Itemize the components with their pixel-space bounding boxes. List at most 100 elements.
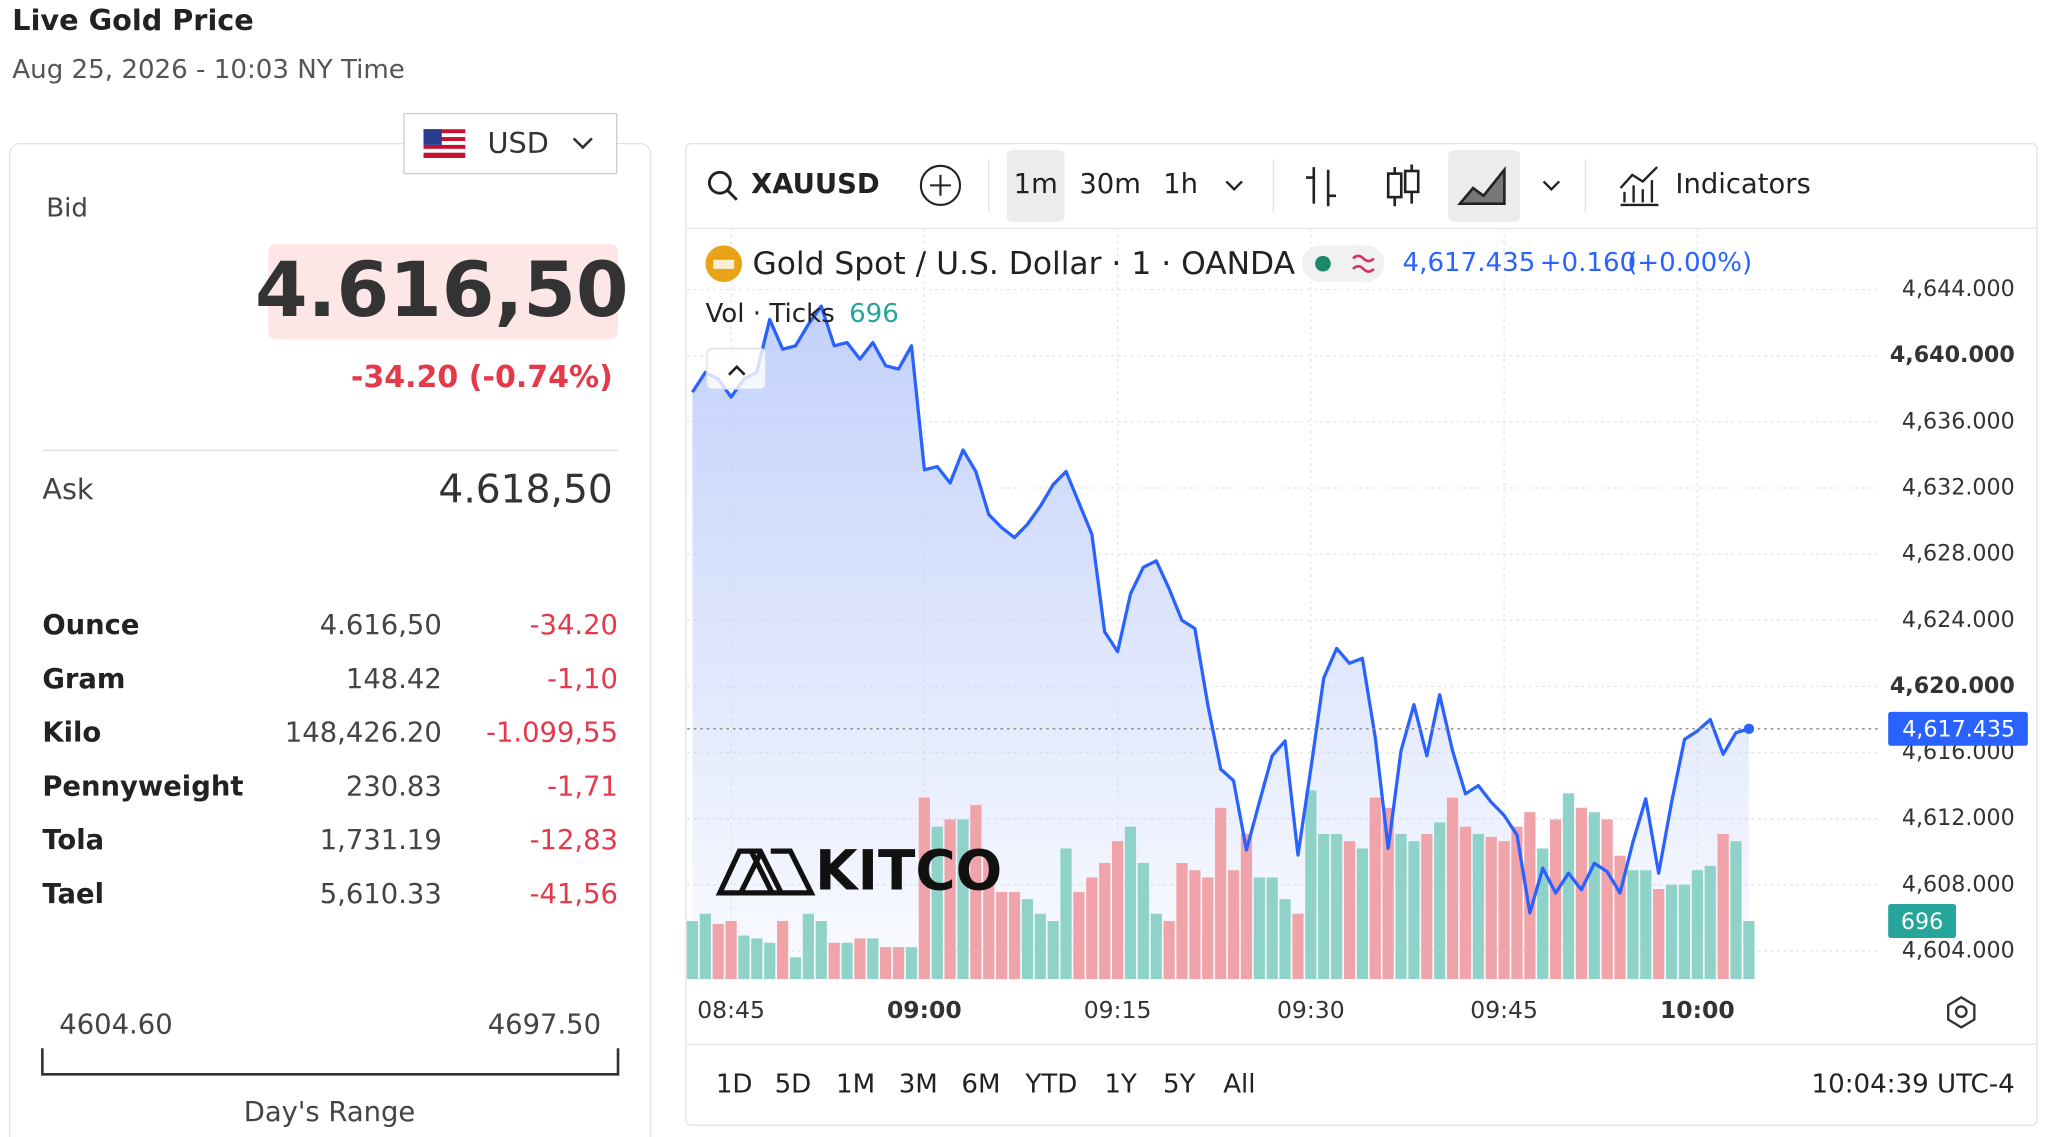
unit-name: Tael — [42, 879, 104, 910]
collapse-button[interactable] — [706, 347, 767, 390]
interval[interactable]: 1m — [1014, 169, 1058, 200]
range-label: Day's Range — [244, 1097, 416, 1128]
price-line — [687, 304, 1881, 915]
volume-bar — [1575, 807, 1588, 980]
area — [692, 306, 1749, 980]
indicators[interactable]: Indicators — [1675, 169, 1810, 200]
volume-bar — [1021, 899, 1034, 980]
range-button[interactable]: 3M — [899, 1069, 938, 1099]
shape — [919, 164, 962, 206]
bars-icon[interactable] — [1305, 167, 1336, 207]
volume-bar — [944, 819, 956, 980]
volume-bar — [1034, 913, 1046, 980]
volume-bar — [1562, 793, 1575, 980]
unit-change: -34.20 — [530, 610, 618, 641]
range-button[interactable]: 1M — [836, 1069, 875, 1099]
range-button[interactable]: 1D — [716, 1069, 753, 1099]
volume-bar — [1240, 833, 1253, 980]
symbol-logo — [713, 259, 735, 269]
volume-bar — [1343, 841, 1356, 980]
volume-bar — [789, 957, 802, 980]
indicators-icon[interactable] — [1619, 166, 1659, 207]
volume-bar — [1678, 884, 1691, 980]
range-button[interactable]: 5D — [775, 1069, 812, 1099]
volume-bar — [1717, 833, 1729, 980]
volume-bar — [764, 942, 776, 980]
volume-bar — [1395, 833, 1407, 980]
interval[interactable]: 1h — [1163, 169, 1198, 200]
flag-stripe — [423, 148, 466, 153]
volume-bar — [1137, 862, 1149, 980]
chevron[interactable] — [1225, 180, 1243, 191]
currency-select[interactable]: USD — [403, 112, 618, 175]
volume-label-box — [1888, 904, 1957, 938]
currency: USD — [487, 126, 548, 160]
legend-title: Gold Spot / U.S. Dollar · 1 · OANDA — [752, 246, 1295, 282]
ask-label: Ask — [42, 472, 94, 506]
status-pill — [1302, 245, 1385, 282]
x-tick-label: 10:00 — [1660, 996, 1735, 1024]
volume-bar — [828, 942, 840, 980]
settings-button[interactable] — [1947, 995, 1976, 1029]
volume-bar — [1485, 836, 1497, 980]
volume-bar — [1060, 848, 1072, 980]
range-button[interactable]: YTD — [1024, 1069, 1077, 1099]
volume-bar — [1704, 865, 1716, 980]
volume-legend-value: 696 — [849, 299, 899, 329]
unit-change: -1,10 — [547, 664, 618, 695]
volume-bar — [1150, 913, 1162, 980]
unit-name: Kilo — [42, 718, 101, 749]
volume-bar — [1446, 797, 1459, 980]
unit-price: 4.616,50 — [320, 610, 442, 641]
volume-bar — [970, 804, 982, 980]
unit-price: 5,610.33 — [320, 879, 442, 910]
chevron[interactable] — [1542, 180, 1561, 191]
symbol-search[interactable]: XAUUSD — [707, 169, 880, 201]
volume-bar — [1472, 833, 1484, 980]
volume-bar — [905, 947, 918, 980]
area-icon[interactable] — [1457, 165, 1506, 205]
shape — [1947, 995, 1976, 1029]
x-tick-label: 08:45 — [697, 996, 765, 1024]
watermark: KITCO — [715, 839, 1002, 903]
volume-bar — [1099, 862, 1111, 980]
volume-bar — [1176, 862, 1188, 980]
price-label: 4,617.435 — [1902, 717, 2015, 743]
volume-bar — [1524, 812, 1536, 980]
search-icon — [707, 170, 732, 195]
volume-bar — [1356, 848, 1368, 980]
x-tick-label: 09:45 — [1470, 996, 1538, 1024]
unit-name: Gram — [42, 664, 125, 695]
unit-change: -12,83 — [530, 825, 618, 856]
x-tick-label: 09:15 — [1084, 996, 1152, 1024]
chevron — [572, 137, 593, 150]
volume-bar — [738, 935, 750, 980]
range-button[interactable]: 6M — [961, 1069, 1000, 1099]
range-button[interactable]: 1Y — [1104, 1069, 1137, 1099]
x-tick-label: 09:00 — [887, 996, 962, 1024]
volume-bar — [1730, 841, 1742, 980]
unit-price: 148,426.20 — [285, 718, 442, 749]
clock: 10:04:39 UTC-4 — [1812, 1069, 2015, 1099]
volume-bar — [1215, 807, 1227, 980]
watermark-text: KITCO — [815, 839, 1002, 903]
flag-stripe — [423, 140, 466, 145]
range-button[interactable]: 5Y — [1163, 1069, 1196, 1099]
volume-bar — [1627, 870, 1639, 980]
volume-bar — [1292, 913, 1304, 980]
volume-bar — [1640, 870, 1652, 980]
volume-label: 696 — [1901, 909, 1943, 935]
flag-stripe — [423, 133, 466, 138]
volume-bar — [1743, 921, 1755, 980]
legend-change-percent: (+0.00%) — [1627, 248, 1752, 278]
add-button[interactable] — [919, 164, 962, 206]
y-tick-label: 4,620.000 — [1890, 673, 2015, 699]
unit-table: Ounce 4.616,50 -34.20 Gram 148.42 -1,10 Kilo 14… — [42, 610, 618, 910]
range-button[interactable]: All — [1223, 1069, 1255, 1099]
volume — [686, 790, 1755, 980]
volume-bar — [1266, 877, 1278, 980]
volume-bar — [918, 797, 930, 980]
volume-bar — [957, 819, 969, 980]
interval[interactable]: 30m — [1079, 169, 1141, 200]
